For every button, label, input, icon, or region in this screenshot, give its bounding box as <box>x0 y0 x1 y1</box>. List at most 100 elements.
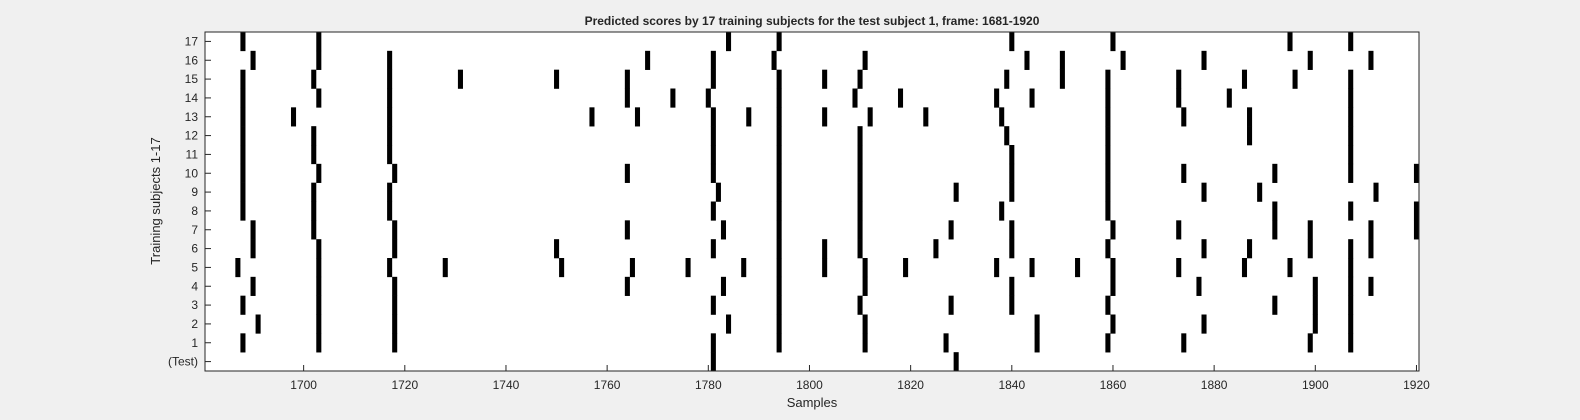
score-mark <box>1307 50 1313 70</box>
score-mark <box>822 107 828 127</box>
score-mark <box>1029 88 1035 108</box>
score-mark <box>1181 333 1187 353</box>
y-tick-label: 14 <box>185 91 199 105</box>
score-mark <box>240 163 246 183</box>
score-mark <box>1004 126 1010 146</box>
score-mark <box>392 333 398 353</box>
score-mark <box>857 201 863 221</box>
score-mark <box>1287 32 1293 52</box>
y-axis-label: Training subjects 1-17 <box>148 137 163 264</box>
score-mark <box>822 239 828 259</box>
score-mark <box>1105 333 1111 353</box>
score-mark <box>1348 145 1354 165</box>
score-mark <box>1034 314 1040 334</box>
score-mark <box>392 239 398 259</box>
score-mark <box>776 32 782 52</box>
y-tick-label: 10 <box>185 166 199 180</box>
score-mark <box>953 352 959 372</box>
score-mark <box>1105 182 1111 202</box>
score-mark <box>1105 88 1111 108</box>
score-mark <box>387 69 393 89</box>
score-mark <box>624 163 630 183</box>
score-mark <box>776 314 782 334</box>
score-mark <box>316 295 322 315</box>
y-tick-label: 3 <box>191 298 198 312</box>
score-mark <box>387 126 393 146</box>
score-mark <box>1009 295 1015 315</box>
y-tick-label: 7 <box>191 223 198 237</box>
y-tick-label: 11 <box>186 147 199 161</box>
score-mark <box>862 333 868 353</box>
score-mark <box>999 201 1005 221</box>
score-mark <box>741 258 747 278</box>
y-tick-label: 17 <box>185 34 199 48</box>
score-mark <box>857 239 863 259</box>
x-tick-label: 1760 <box>594 378 621 392</box>
x-tick-label: 1900 <box>1302 378 1329 392</box>
x-tick-label: 1820 <box>897 378 924 392</box>
plot-area <box>205 32 1419 371</box>
score-mark <box>1348 258 1354 278</box>
score-mark <box>250 50 256 70</box>
y-tick-label: 6 <box>191 242 198 256</box>
score-mark <box>1348 295 1354 315</box>
score-mark <box>1307 220 1313 240</box>
score-mark <box>1348 88 1354 108</box>
score-mark <box>776 107 782 127</box>
score-mark <box>1368 220 1374 240</box>
score-mark <box>776 126 782 146</box>
score-mark <box>255 314 261 334</box>
score-mark <box>948 295 954 315</box>
score-mark <box>1009 182 1015 202</box>
score-mark <box>1312 276 1318 296</box>
score-mark <box>1105 295 1111 315</box>
score-mark <box>710 333 716 353</box>
score-mark <box>943 333 949 353</box>
score-mark <box>670 88 676 108</box>
score-mark <box>624 276 630 296</box>
score-mark <box>948 220 954 240</box>
y-tick-label: 15 <box>185 72 199 86</box>
score-mark <box>726 314 732 334</box>
score-mark <box>240 126 246 146</box>
score-mark <box>1226 88 1232 108</box>
score-mark <box>1348 314 1354 334</box>
score-mark <box>1029 258 1035 278</box>
score-mark <box>822 69 828 89</box>
score-mark <box>1241 258 1248 278</box>
plot-frame <box>204 31 1420 372</box>
score-mark <box>685 258 691 278</box>
score-mark <box>862 314 868 334</box>
score-mark <box>240 201 246 221</box>
score-mark <box>1009 276 1015 296</box>
score-mark <box>852 88 858 108</box>
y-tick-label: 2 <box>191 317 198 331</box>
score-mark <box>710 163 716 183</box>
score-mark <box>1272 201 1278 221</box>
y-tick-label: 13 <box>185 110 199 124</box>
score-mark <box>1348 126 1354 146</box>
score-mark <box>1348 69 1354 89</box>
score-mark <box>240 182 246 202</box>
score-mark <box>705 88 711 108</box>
score-mark <box>1348 239 1354 259</box>
score-mark <box>235 258 241 278</box>
score-mark <box>776 145 782 165</box>
score-mark <box>923 107 929 127</box>
score-mark <box>1034 333 1040 353</box>
score-mark <box>1348 32 1354 52</box>
score-mark <box>776 295 782 315</box>
x-tick-label: 1920 <box>1403 378 1430 392</box>
score-mark <box>1110 276 1116 296</box>
score-mark <box>457 69 463 89</box>
score-mark <box>867 107 873 127</box>
score-mark <box>387 88 393 108</box>
score-mark <box>903 258 909 278</box>
score-mark <box>1110 220 1116 240</box>
score-mark <box>710 295 716 315</box>
score-mark <box>710 50 716 70</box>
score-mark <box>1009 32 1015 52</box>
score-mark <box>1201 182 1207 202</box>
score-mark <box>1009 145 1015 165</box>
score-mark <box>316 333 322 353</box>
